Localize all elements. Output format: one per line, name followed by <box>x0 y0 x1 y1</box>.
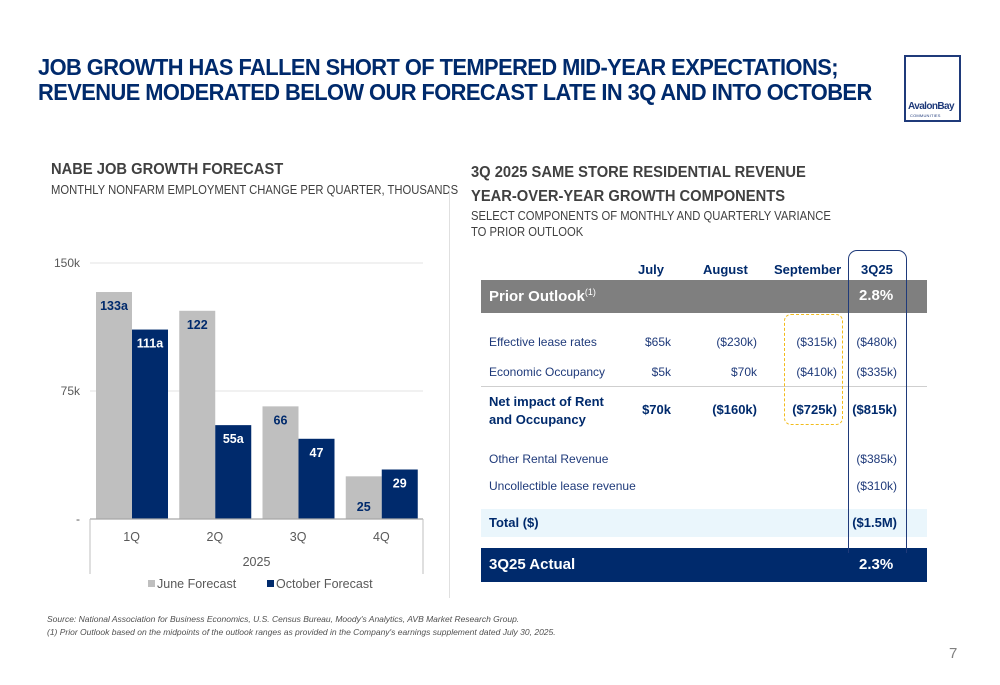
total-value: ($1.5M) <box>852 515 897 530</box>
right-panel-subheading-line-1: SELECT COMPONENTS OF MONTHLY AND QUARTER… <box>471 209 831 223</box>
cell-net-august: ($160k) <box>712 402 757 417</box>
prior-outlook-footnote-ref: (1) <box>584 287 596 297</box>
slide-title-line-1: JOB GROWTH HAS FALLEN SHORT OF TEMPERED … <box>38 54 839 80</box>
data-label: 111a <box>137 337 164 351</box>
bar-october-forecast <box>132 329 168 519</box>
col-header-august: August <box>703 262 748 277</box>
bar-june-forecast <box>179 310 216 519</box>
cell-other-rental-3q25: ($385k) <box>856 452 897 466</box>
cell-effective-july: $65k <box>644 335 671 349</box>
cell-effective-3q25: ($480k) <box>856 335 897 349</box>
data-label: 29 <box>393 477 407 491</box>
prior-outlook-label: Prior Outlook(1) <box>489 287 596 305</box>
legend-label: June Forecast <box>157 577 237 591</box>
cell-uncollectible-3q25: ($310k) <box>856 479 897 493</box>
bar-october-forecast <box>215 425 252 519</box>
data-label: 55a <box>223 432 245 446</box>
row-label-other-rental-revenue: Other Rental Revenue <box>489 452 609 466</box>
y-tick-label: 150k <box>54 256 81 270</box>
bar-october-forecast <box>298 438 335 519</box>
cell-effective-august: ($230k) <box>716 335 757 349</box>
data-label: 66 <box>274 413 288 427</box>
right-panel-heading: 3Q 2025 SAME STORE RESIDENTIAL REVENUE Y… <box>471 161 806 209</box>
row-label-economic-occupancy: Economic Occupancy <box>489 365 606 379</box>
cell-occupancy-july: $5k <box>651 365 671 379</box>
x-tick-label: 1Q <box>123 530 140 544</box>
actual-value: 2.3% <box>859 556 894 573</box>
row-label-effective-lease-rates: Effective lease rates <box>489 335 597 349</box>
job-growth-chart: - 75k 150k 133a 111a 1Q 122 55a 2Q 66 47 3Q 25 29 4Q 20… <box>54 256 424 591</box>
left-panel-subheading: MONTHLY NONFARM EMPLOYMENT CHANGE PER QU… <box>51 183 459 197</box>
cell-net-july: $70k <box>642 402 671 417</box>
page-number: 7 <box>949 645 958 662</box>
right-panel-heading-line-2: YEAR-OVER-YEAR GROWTH COMPONENTS <box>471 188 786 205</box>
source-footnote: Source: National Association for Busines… <box>47 614 520 624</box>
legend-swatch <box>267 580 274 587</box>
prior-outlook-value: 2.8% <box>859 287 894 304</box>
left-panel-heading: NABE JOB GROWTH FORECAST <box>51 161 284 178</box>
slide-title: JOB GROWTH HAS FALLEN SHORT OF TEMPERED … <box>38 54 872 105</box>
legend-swatch <box>148 580 155 587</box>
prior-outlook-footnote: (1) Prior Outlook based on the midpoints… <box>47 627 556 637</box>
prior-outlook-row: Prior Outlook(1) 2.8% <box>481 280 927 313</box>
bar-october-forecast <box>381 469 418 519</box>
3q25-column-highlight <box>848 250 907 553</box>
row-label-net-impact: Net impact of Rent and Occupancy <box>489 393 604 429</box>
right-panel-subheading-line-2: TO PRIOR OUTLOOK <box>471 225 584 239</box>
cell-net-september: ($725k) <box>792 402 837 417</box>
row-label-uncollectible-lease-revenue: Uncollectible lease revenue <box>489 479 636 493</box>
panel-divider <box>449 188 450 598</box>
x-tick-label: 3Q <box>290 530 307 544</box>
row-divider <box>481 386 927 387</box>
bar-june-forecast <box>96 292 132 519</box>
right-panel-subheading: SELECT COMPONENTS OF MONTHLY AND QUARTER… <box>471 208 831 240</box>
cell-net-3q25: ($815k) <box>852 402 897 417</box>
x-group-label: 2025 <box>243 555 271 569</box>
y-tick-label: 75k <box>61 384 81 398</box>
x-tick-label: 4Q <box>373 530 390 544</box>
logo-brand-text: AvalonBay <box>908 101 955 112</box>
total-label: Total ($) <box>489 515 539 530</box>
actual-label: 3Q25 Actual <box>489 556 576 573</box>
data-label: 133a <box>100 299 129 313</box>
data-label: 25 <box>357 500 371 514</box>
row-label-net-impact-line-2: and Occupancy <box>489 412 586 427</box>
data-label: 122 <box>187 318 208 332</box>
col-header-september: September <box>774 262 842 277</box>
cell-effective-september: ($315k) <box>796 335 837 349</box>
total-row: Total ($) ($1.5M) <box>481 509 927 537</box>
slide-title-line-2: REVENUE MODERATED BELOW OUR FORECAST LAT… <box>38 79 872 105</box>
logo-sub-text: COMMUNITIES <box>910 113 941 118</box>
y-tick-label: - <box>76 512 80 526</box>
cell-occupancy-september: ($410k) <box>796 365 837 379</box>
cell-occupancy-august: $70k <box>730 365 757 379</box>
right-panel-heading-line-1: 3Q 2025 SAME STORE RESIDENTIAL REVENUE <box>471 164 806 181</box>
legend-label: October Forecast <box>276 577 373 591</box>
col-header-3q25: 3Q25 <box>861 262 893 277</box>
revenue-components-table: Prior Outlook(1) 2.8% July August Septem… <box>481 250 927 585</box>
september-highlight-dashed-box <box>784 314 843 425</box>
prior-outlook-label-text: Prior Outlook <box>489 288 585 305</box>
bar-june-forecast <box>262 406 299 519</box>
x-tick-label: 2Q <box>207 530 224 544</box>
bar-june-forecast <box>345 476 382 519</box>
actual-row: 3Q25 Actual 2.3% <box>481 548 927 582</box>
data-label: 47 <box>310 446 324 460</box>
col-header-july: July <box>638 262 665 277</box>
row-label-net-impact-line-1: Net impact of Rent <box>489 394 604 409</box>
avalonbay-logo: AvalonBay COMMUNITIES <box>904 55 961 122</box>
cell-occupancy-3q25: ($335k) <box>856 365 897 379</box>
